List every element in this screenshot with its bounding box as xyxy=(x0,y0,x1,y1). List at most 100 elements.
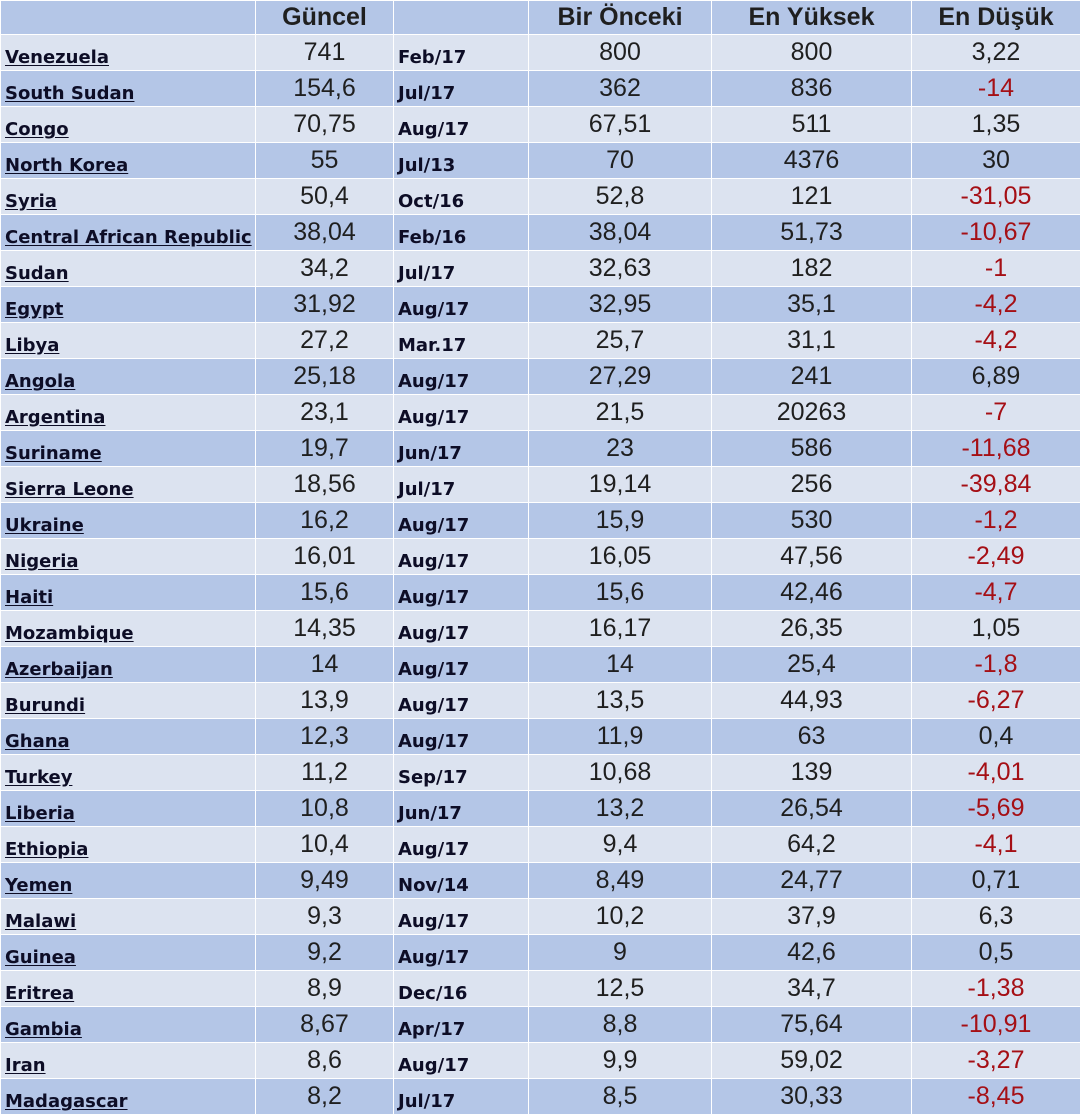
lowest-value-cell: 0,71 xyxy=(911,862,1080,899)
country-cell: Venezuela xyxy=(0,34,256,71)
lowest-value-cell: -1,2 xyxy=(911,502,1080,539)
country-link[interactable]: Guinea xyxy=(5,947,76,968)
highest-value-cell: 256 xyxy=(711,466,912,503)
country-cell: Suriname xyxy=(0,430,256,467)
table-row: Angola 25,18 Aug/17 27,29 241 6,89 xyxy=(0,358,1080,395)
country-link[interactable]: Liberia xyxy=(5,803,75,824)
country-cell: Congo xyxy=(0,106,256,143)
highest-value-cell: 30,33 xyxy=(711,1078,912,1115)
country-link[interactable]: Madagascar xyxy=(5,1091,128,1112)
lowest-value-cell: -3,27 xyxy=(911,1042,1080,1079)
country-link[interactable]: Argentina xyxy=(5,407,106,428)
date-cell: Jun/17 xyxy=(393,430,529,467)
lowest-value-cell: -31,05 xyxy=(911,178,1080,215)
guncel-cell: 11,2 xyxy=(255,754,394,791)
country-link[interactable]: Sierra Leone xyxy=(5,479,134,500)
highest-value-cell: 530 xyxy=(711,502,912,539)
table-row: Syria 50,4 Oct/16 52,8 121 -31,05 xyxy=(0,178,1080,215)
table-row: Libya 27,2 Mar.17 25,7 31,1 -4,2 xyxy=(0,322,1080,359)
country-link[interactable]: Syria xyxy=(5,191,57,212)
lowest-value-cell: -4,2 xyxy=(911,286,1080,323)
country-link[interactable]: Congo xyxy=(5,119,69,140)
country-cell: Liberia xyxy=(0,790,256,827)
country-link[interactable]: Suriname xyxy=(5,443,102,464)
table-row: Congo 70,75 Aug/17 67,51 511 1,35 xyxy=(0,106,1080,143)
lowest-value-cell: -6,27 xyxy=(911,682,1080,719)
highest-value-cell: 26,54 xyxy=(711,790,912,827)
highest-value-cell: 31,1 xyxy=(711,322,912,359)
highest-value-cell: 75,64 xyxy=(711,1006,912,1043)
date-cell: Aug/17 xyxy=(393,358,529,395)
lowest-value-cell: -11,68 xyxy=(911,430,1080,467)
country-link[interactable]: Central African Republic xyxy=(5,227,252,248)
table-row: Sierra Leone 18,56 Jul/17 19,14 256 -39,84 xyxy=(0,466,1080,503)
date-cell: Feb/16 xyxy=(393,214,529,251)
country-link[interactable]: Ukraine xyxy=(5,515,84,536)
highest-value-cell: 63 xyxy=(711,718,912,755)
country-cell: Syria xyxy=(0,178,256,215)
country-cell: Madagascar xyxy=(0,1078,256,1115)
country-link[interactable]: Azerbaijan xyxy=(5,659,113,680)
country-link[interactable]: Venezuela xyxy=(5,47,109,68)
lowest-value-cell: 30 xyxy=(911,142,1080,179)
country-link[interactable]: Ethiopia xyxy=(5,839,89,860)
country-link[interactable]: Mozambique xyxy=(5,623,134,644)
country-link[interactable]: Burundi xyxy=(5,695,86,716)
country-link[interactable]: North Korea xyxy=(5,155,129,176)
country-link[interactable]: Malawi xyxy=(5,911,77,932)
country-cell: Sudan xyxy=(0,250,256,287)
guncel-cell: 23,1 xyxy=(255,394,394,431)
country-link[interactable]: Sudan xyxy=(5,263,69,284)
country-cell: North Korea xyxy=(0,142,256,179)
date-cell: Mar.17 xyxy=(393,322,529,359)
country-link[interactable]: Nigeria xyxy=(5,551,79,572)
country-link[interactable]: Iran xyxy=(5,1055,46,1076)
lowest-value-cell: -1 xyxy=(911,250,1080,287)
guncel-cell: 14,35 xyxy=(255,610,394,647)
highest-value-cell: 59,02 xyxy=(711,1042,912,1079)
country-cell: South Sudan xyxy=(0,70,256,107)
date-cell: Aug/17 xyxy=(393,610,529,647)
country-link[interactable]: Libya xyxy=(5,335,60,356)
table-row: Central African Republic 38,04 Feb/16 38,04… xyxy=(0,214,1080,251)
country-link[interactable]: Ghana xyxy=(5,731,70,752)
lowest-value-cell: 6,89 xyxy=(911,358,1080,395)
country-cell: Argentina xyxy=(0,394,256,431)
highest-value-cell: 511 xyxy=(711,106,912,143)
previous-value-cell: 23 xyxy=(528,430,712,467)
date-cell: Aug/17 xyxy=(393,1042,529,1079)
previous-value-cell: 15,9 xyxy=(528,502,712,539)
country-link[interactable]: Egypt xyxy=(5,299,64,320)
previous-value-cell: 9,4 xyxy=(528,826,712,863)
guncel-cell: 9,3 xyxy=(255,898,394,935)
country-link[interactable]: Haiti xyxy=(5,587,54,608)
date-cell: Dec/16 xyxy=(393,970,529,1007)
table-row: Yemen 9,49 Nov/14 8,49 24,77 0,71 xyxy=(0,862,1080,899)
date-cell: Aug/17 xyxy=(393,934,529,971)
country-cell: Mozambique xyxy=(0,610,256,647)
table-row: Nigeria 16,01 Aug/17 16,05 47,56 -2,49 xyxy=(0,538,1080,575)
previous-value-cell: 19,14 xyxy=(528,466,712,503)
country-link[interactable]: Yemen xyxy=(5,875,73,896)
table-row: Iran 8,6 Aug/17 9,9 59,02 -3,27 xyxy=(0,1042,1080,1079)
country-link[interactable]: South Sudan xyxy=(5,83,135,104)
guncel-cell: 16,2 xyxy=(255,502,394,539)
lowest-value-cell: -10,67 xyxy=(911,214,1080,251)
country-link[interactable]: Turkey xyxy=(5,767,73,788)
country-link[interactable]: Angola xyxy=(5,371,76,392)
table-row: Ethiopia 10,4 Aug/17 9,4 64,2 -4,1 xyxy=(0,826,1080,863)
date-cell: Aug/17 xyxy=(393,286,529,323)
country-link[interactable]: Gambia xyxy=(5,1019,82,1040)
table-row: Mozambique 14,35 Aug/17 16,17 26,35 1,05 xyxy=(0,610,1080,647)
lowest-value-cell: -8,45 xyxy=(911,1078,1080,1115)
previous-value-cell: 9,9 xyxy=(528,1042,712,1079)
header-guncel: Güncel xyxy=(255,0,394,35)
country-cell: Malawi xyxy=(0,898,256,935)
previous-value-cell: 9 xyxy=(528,934,712,971)
date-cell: Jun/17 xyxy=(393,790,529,827)
previous-value-cell: 52,8 xyxy=(528,178,712,215)
guncel-cell: 34,2 xyxy=(255,250,394,287)
date-cell: Aug/17 xyxy=(393,574,529,611)
country-link[interactable]: Eritrea xyxy=(5,983,75,1004)
date-cell: Jul/17 xyxy=(393,250,529,287)
